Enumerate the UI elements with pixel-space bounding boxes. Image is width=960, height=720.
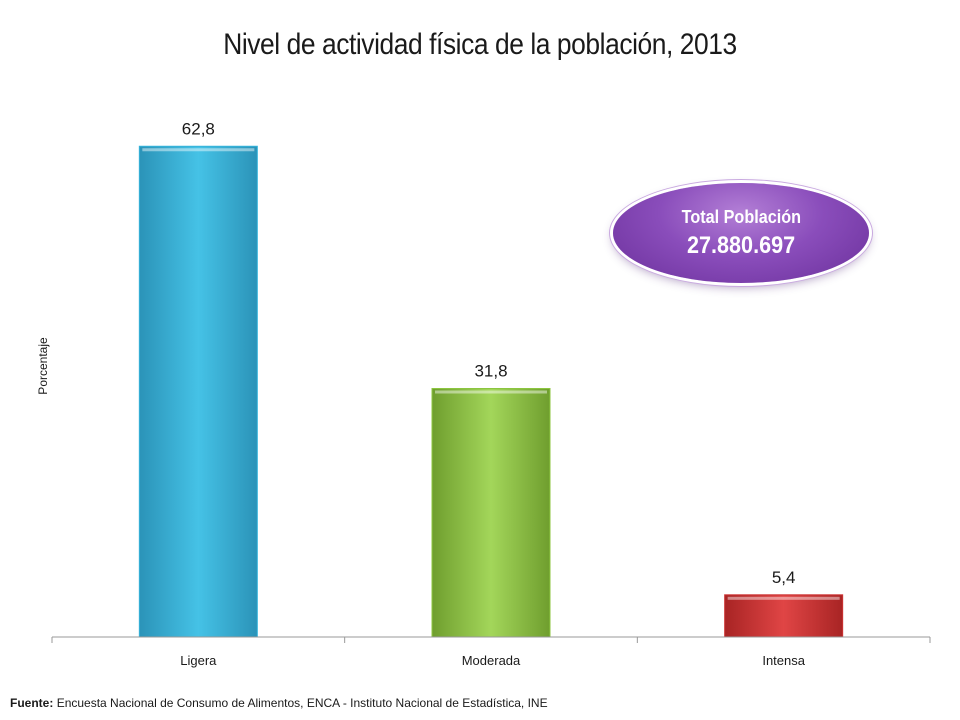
y-axis-label: Porcentaje xyxy=(36,337,50,395)
bar-intensa xyxy=(724,594,844,638)
data-label-intensa: 5,4 xyxy=(772,568,796,587)
category-label-moderada: Moderada xyxy=(462,653,521,668)
source-text: Encuesta Nacional de Consumo de Alimento… xyxy=(56,696,548,710)
data-label-ligera: 62,8 xyxy=(182,119,215,138)
bar-highlight xyxy=(727,596,840,600)
total-population-label: Total Población xyxy=(681,206,801,227)
category-label-intensa: Intensa xyxy=(762,653,805,668)
chart-title: Nivel de actividad física de la població… xyxy=(223,28,737,61)
bar-highlight xyxy=(142,148,255,152)
total-population-badge: Total Población 27.880.697 xyxy=(613,183,869,283)
category-label-ligera: Ligera xyxy=(180,653,217,668)
bar-ligera xyxy=(138,145,258,638)
source-label: Fuente: xyxy=(10,696,54,710)
bar-highlight xyxy=(435,390,547,394)
total-population-value: 27.880.697 xyxy=(686,231,796,259)
bars-layer xyxy=(138,145,844,638)
labels-layer: 62,8 31,8 5,4 xyxy=(182,119,796,587)
source-footer: Fuente: Encuesta Nacional de Consumo de … xyxy=(10,696,548,710)
data-label-moderada: 31,8 xyxy=(474,362,507,381)
bar-moderada xyxy=(431,388,551,638)
x-axis: Ligera Moderada Intensa xyxy=(51,636,931,668)
